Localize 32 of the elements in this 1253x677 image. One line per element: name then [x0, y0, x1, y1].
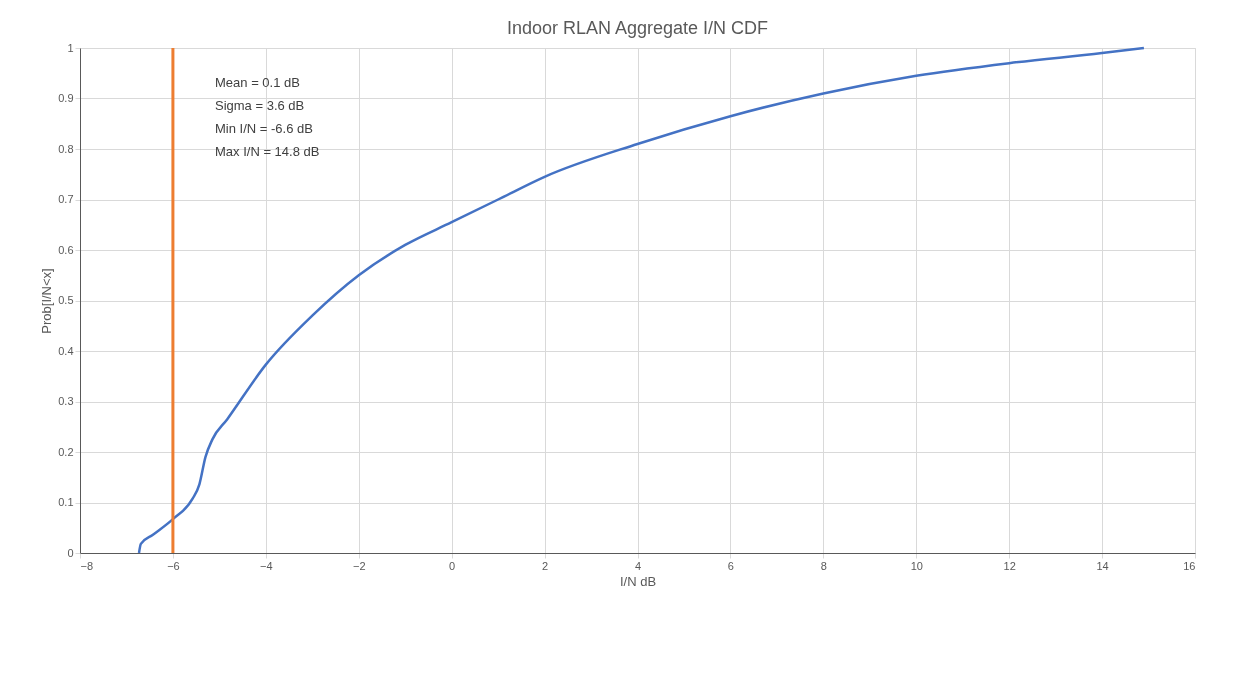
y-tick-label: 0.9 [58, 92, 74, 104]
x-tick-label: −8 [80, 559, 94, 572]
y-tick-label: 0.2 [58, 445, 74, 458]
x-axis-title: I/N dB [619, 573, 657, 589]
x-tick-label: 6 [727, 559, 734, 572]
x-tick-label: 14 [1096, 559, 1109, 572]
y-tick-label: 0.5 [58, 294, 74, 306]
y-tick-label: 0.4 [58, 344, 74, 357]
y-tick-label: 0 [67, 546, 74, 559]
x-tick-label: 0 [449, 559, 456, 572]
annotation: Min I/N = -6.6 dB [215, 120, 313, 136]
x-tick-label: 10 [910, 559, 923, 572]
y-axis-title: Prob[I/N<x] [39, 268, 55, 334]
chart-title: Indoor RLAN Aggregate I/N CDF [506, 18, 769, 38]
annotation: Sigma = 3.6 dB [215, 97, 305, 113]
x-tick-label: −6 [167, 559, 180, 572]
y-tick-label: 0.7 [58, 193, 74, 205]
x-tick-label: 8 [820, 559, 827, 572]
annotation: Mean = 0.1 dB [215, 74, 300, 90]
x-tick-label: 2 [542, 559, 549, 572]
x-tick-label: −2 [352, 559, 366, 572]
x-tick-label: 16 [1183, 559, 1196, 572]
annotation: Max I/N = 14.8 dB [215, 143, 320, 159]
y-tick-label: 1 [67, 41, 74, 54]
x-tick-label: 4 [634, 559, 642, 572]
line-series [137, 46, 1146, 555]
y-tick-label: 0.6 [58, 243, 74, 256]
y-tick-label: 0.3 [58, 395, 74, 407]
x-tick-label: 12 [1003, 559, 1016, 572]
y-tick-label: 0.8 [58, 142, 74, 155]
y-tick-label: 0.1 [58, 496, 74, 508]
x-tick-label: −4 [260, 559, 273, 572]
